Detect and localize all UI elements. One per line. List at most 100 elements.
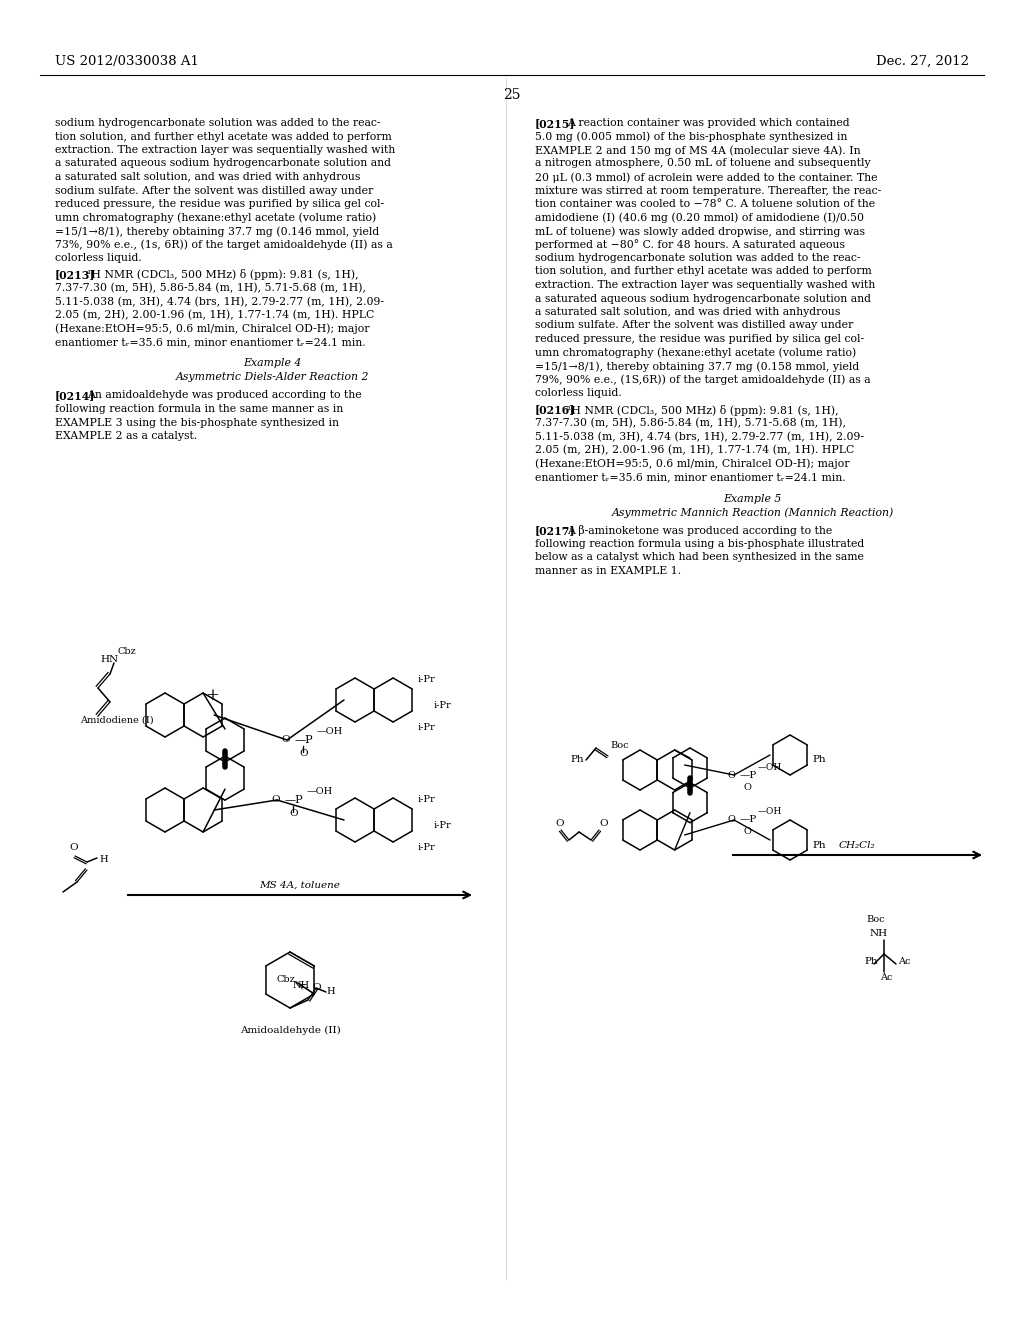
Text: Cbz: Cbz xyxy=(118,648,137,656)
Text: tion container was cooled to −78° C. A toluene solution of the: tion container was cooled to −78° C. A t… xyxy=(535,199,876,209)
Text: O: O xyxy=(299,750,307,759)
Text: =15/1→8/1), thereby obtaining 37.7 mg (0.146 mmol, yield: =15/1→8/1), thereby obtaining 37.7 mg (0… xyxy=(55,226,379,236)
Text: umn chromatography (hexane:ethyl acetate (volume ratio): umn chromatography (hexane:ethyl acetate… xyxy=(55,213,376,223)
Text: H: H xyxy=(99,855,108,865)
Text: O: O xyxy=(744,783,752,792)
Text: 2.05 (m, 2H), 2.00-1.96 (m, 1H), 1.77-1.74 (m, 1H). HPLC: 2.05 (m, 2H), 2.00-1.96 (m, 1H), 1.77-1.… xyxy=(535,445,854,455)
Text: O: O xyxy=(555,820,563,829)
Text: 5.11-5.038 (m, 3H), 4.74 (brs, 1H), 2.79-2.77 (m, 1H), 2.09-: 5.11-5.038 (m, 3H), 4.74 (brs, 1H), 2.79… xyxy=(55,297,384,306)
Text: Amidodiene (I): Amidodiene (I) xyxy=(80,715,154,725)
Text: reduced pressure, the residue was purified by silica gel col-: reduced pressure, the residue was purifi… xyxy=(55,199,384,209)
Text: a saturated aqueous sodium hydrogencarbonate solution and: a saturated aqueous sodium hydrogencarbo… xyxy=(55,158,391,169)
Text: Ph: Ph xyxy=(812,755,825,764)
Text: H: H xyxy=(326,987,335,997)
Text: O: O xyxy=(744,828,752,837)
Text: 5.11-5.038 (m, 3H), 4.74 (brs, 1H), 2.79-2.77 (m, 1H), 2.09-: 5.11-5.038 (m, 3H), 4.74 (brs, 1H), 2.79… xyxy=(535,432,864,442)
Text: —P: —P xyxy=(740,771,758,780)
Text: i-Pr: i-Pr xyxy=(417,796,435,804)
Text: Dec. 27, 2012: Dec. 27, 2012 xyxy=(876,55,969,69)
Text: (Hexane:EtOH=95:5, 0.6 ml/min, Chiralcel OD-H); major: (Hexane:EtOH=95:5, 0.6 ml/min, Chiralcel… xyxy=(535,458,850,469)
Text: [0217]: [0217] xyxy=(535,525,575,536)
Text: amidodiene (I) (40.6 mg (0.20 mmol) of amidodiene (I)/0.50: amidodiene (I) (40.6 mg (0.20 mmol) of a… xyxy=(535,213,864,223)
Text: a saturated salt solution, and was dried with anhydrous: a saturated salt solution, and was dried… xyxy=(55,172,360,182)
Text: i-Pr: i-Pr xyxy=(433,701,451,710)
Text: i-Pr: i-Pr xyxy=(417,843,435,853)
Text: [0216]: [0216] xyxy=(535,404,575,416)
Text: i-Pr: i-Pr xyxy=(433,821,451,829)
Text: NH: NH xyxy=(870,929,888,939)
Text: below as a catalyst which had been synthesized in the same: below as a catalyst which had been synth… xyxy=(535,553,864,562)
Text: —P: —P xyxy=(295,735,313,744)
Text: —P: —P xyxy=(740,816,758,825)
Text: Ph: Ph xyxy=(812,841,825,850)
Text: (Hexane:EtOH=95:5, 0.6 ml/min, Chiralcel OD-H); major: (Hexane:EtOH=95:5, 0.6 ml/min, Chiralcel… xyxy=(55,323,370,334)
Text: A β-aminoketone was produced according to the: A β-aminoketone was produced according t… xyxy=(567,525,833,536)
Text: tion solution, and further ethyl acetate was added to perform: tion solution, and further ethyl acetate… xyxy=(535,267,871,276)
Text: extraction. The extraction layer was sequentially washed with: extraction. The extraction layer was seq… xyxy=(535,280,876,290)
Text: [0215]: [0215] xyxy=(535,117,575,129)
Text: sodium sulfate. After the solvent was distilled away under: sodium sulfate. After the solvent was di… xyxy=(535,321,853,330)
Text: 7.37-7.30 (m, 5H), 5.86-5.84 (m, 1H), 5.71-5.68 (m, 1H),: 7.37-7.30 (m, 5H), 5.86-5.84 (m, 1H), 5.… xyxy=(55,282,366,293)
Text: —OH: —OH xyxy=(307,788,333,796)
Text: a nitrogen atmosphere, 0.50 mL of toluene and subsequently: a nitrogen atmosphere, 0.50 mL of toluen… xyxy=(535,158,870,169)
Text: 79%, 90% e.e., (1S,6R)) of the target amidoaldehyde (II) as a: 79%, 90% e.e., (1S,6R)) of the target am… xyxy=(535,375,870,385)
Text: Boc: Boc xyxy=(610,742,629,751)
Text: Ph: Ph xyxy=(864,957,878,966)
Text: mL of toluene) was slowly added dropwise, and stirring was: mL of toluene) was slowly added dropwise… xyxy=(535,226,865,236)
Text: colorless liquid.: colorless liquid. xyxy=(535,388,622,399)
Text: An amidoaldehyde was produced according to the: An amidoaldehyde was produced according … xyxy=(87,391,361,400)
Text: a saturated salt solution, and was dried with anhydrous: a saturated salt solution, and was dried… xyxy=(535,308,841,317)
Text: —OH: —OH xyxy=(317,727,343,737)
Text: US 2012/0330038 A1: US 2012/0330038 A1 xyxy=(55,55,199,69)
Text: following reaction formula using a bis-phosphate illustrated: following reaction formula using a bis-p… xyxy=(535,539,864,549)
Text: CH₂Cl₂: CH₂Cl₂ xyxy=(839,841,876,850)
Text: sodium hydrogencarbonate solution was added to the reac-: sodium hydrogencarbonate solution was ad… xyxy=(55,117,381,128)
Text: performed at −80° C. for 48 hours. A saturated aqueous: performed at −80° C. for 48 hours. A sat… xyxy=(535,239,845,251)
Text: a saturated aqueous sodium hydrogencarbonate solution and: a saturated aqueous sodium hydrogencarbo… xyxy=(535,293,871,304)
Text: EXAMPLE 2 and 150 mg of MS 4A (molecular sieve 4A). In: EXAMPLE 2 and 150 mg of MS 4A (molecular… xyxy=(535,145,860,156)
Text: 73%, 90% e.e., (1s, 6R)) of the target amidoaldehyde (II) as a: 73%, 90% e.e., (1s, 6R)) of the target a… xyxy=(55,239,393,249)
Text: O: O xyxy=(281,735,290,744)
Text: [0213]: [0213] xyxy=(55,269,95,281)
Text: Amidoaldehyde (II): Amidoaldehyde (II) xyxy=(240,1026,340,1035)
Text: O: O xyxy=(599,820,607,829)
Text: sodium hydrogencarbonate solution was added to the reac-: sodium hydrogencarbonate solution was ad… xyxy=(535,253,860,263)
Text: O: O xyxy=(271,796,280,804)
Text: Ac: Ac xyxy=(898,957,910,966)
Text: ¹H NMR (CDCl₃, 500 MHz) δ (ppm): 9.81 (s, 1H),: ¹H NMR (CDCl₃, 500 MHz) δ (ppm): 9.81 (s… xyxy=(87,269,358,281)
Text: 7.37-7.30 (m, 5H), 5.86-5.84 (m, 1H), 5.71-5.68 (m, 1H),: 7.37-7.30 (m, 5H), 5.86-5.84 (m, 1H), 5.… xyxy=(535,418,846,429)
Text: O: O xyxy=(312,983,321,993)
Text: MS 4A, toluene: MS 4A, toluene xyxy=(259,880,340,890)
Text: enantiomer tᵣ=35.6 min, minor enantiomer tᵣ=24.1 min.: enantiomer tᵣ=35.6 min, minor enantiomer… xyxy=(55,337,366,347)
Text: mixture was stirred at room temperature. Thereafter, the reac-: mixture was stirred at room temperature.… xyxy=(535,186,882,195)
Text: +: + xyxy=(205,686,219,704)
Text: O: O xyxy=(728,816,736,825)
Text: —OH: —OH xyxy=(758,808,782,817)
Text: Cbz: Cbz xyxy=(276,974,295,983)
Text: tion solution, and further ethyl acetate was added to perform: tion solution, and further ethyl acetate… xyxy=(55,132,392,141)
Text: O: O xyxy=(69,843,78,853)
Text: umn chromatography (hexane:ethyl acetate (volume ratio): umn chromatography (hexane:ethyl acetate… xyxy=(535,347,856,358)
Text: following reaction formula in the same manner as in: following reaction formula in the same m… xyxy=(55,404,343,414)
Text: i-Pr: i-Pr xyxy=(417,723,435,733)
Text: O: O xyxy=(728,771,736,780)
Text: Boc: Boc xyxy=(866,916,885,924)
Text: —P: —P xyxy=(285,795,304,805)
Text: Ac: Ac xyxy=(880,974,893,982)
Text: sodium sulfate. After the solvent was distilled away under: sodium sulfate. After the solvent was di… xyxy=(55,186,374,195)
Text: 2.05 (m, 2H), 2.00-1.96 (m, 1H), 1.77-1.74 (m, 1H). HPLC: 2.05 (m, 2H), 2.00-1.96 (m, 1H), 1.77-1.… xyxy=(55,310,374,321)
Text: extraction. The extraction layer was sequentially washed with: extraction. The extraction layer was seq… xyxy=(55,145,395,154)
Text: Asymmetric Diels-Alder Reaction 2: Asymmetric Diels-Alder Reaction 2 xyxy=(176,372,370,381)
Text: NH: NH xyxy=(292,982,309,990)
Text: A reaction container was provided which contained: A reaction container was provided which … xyxy=(567,117,850,128)
Text: 25: 25 xyxy=(503,88,521,102)
Text: Example 5: Example 5 xyxy=(723,494,781,503)
Text: —OH: —OH xyxy=(758,763,782,771)
Text: 20 μL (0.3 mmol) of acrolein were added to the container. The: 20 μL (0.3 mmol) of acrolein were added … xyxy=(535,172,878,182)
Text: ¹H NMR (CDCl₃, 500 MHz) δ (ppm): 9.81 (s, 1H),: ¹H NMR (CDCl₃, 500 MHz) δ (ppm): 9.81 (s… xyxy=(567,404,839,416)
Text: reduced pressure, the residue was purified by silica gel col-: reduced pressure, the residue was purifi… xyxy=(535,334,864,345)
Text: EXAMPLE 3 using the bis-phosphate synthesized in: EXAMPLE 3 using the bis-phosphate synthe… xyxy=(55,417,339,428)
Text: HN: HN xyxy=(100,656,118,664)
Text: Example 4: Example 4 xyxy=(244,359,302,368)
Text: [0214]: [0214] xyxy=(55,391,95,401)
